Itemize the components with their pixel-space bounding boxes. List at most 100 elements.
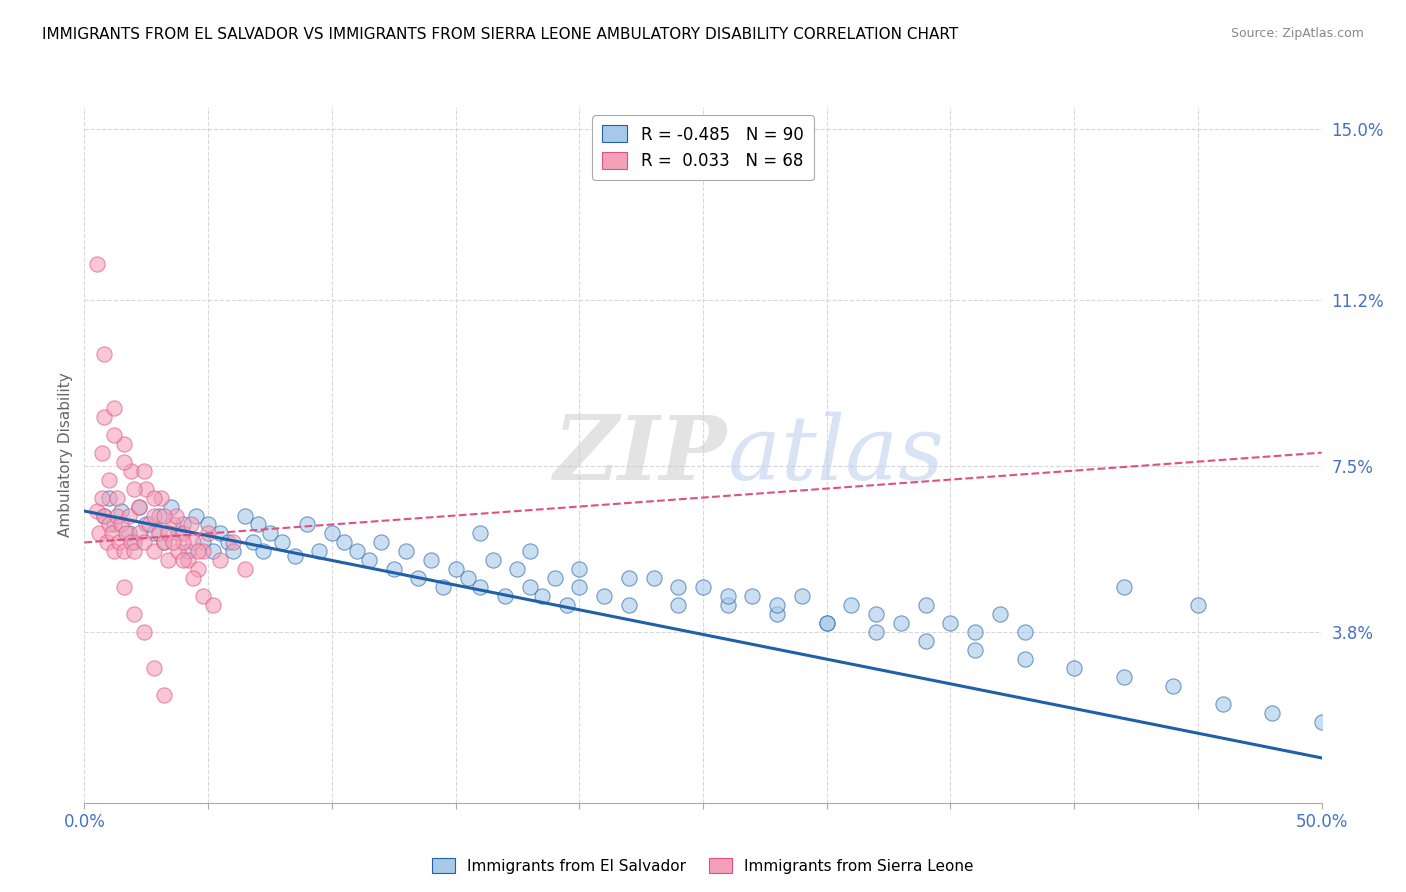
Point [432,580,454,594]
Point [93,508,115,523]
Point [90,491,112,505]
Point [191,535,214,549]
Point [128,500,150,514]
Point [308,544,330,558]
Point [103,517,125,532]
Point [142,491,165,505]
Point [181,571,204,585]
Point [217,535,239,549]
Point [321,526,343,541]
Point [419,553,441,567]
Point [177,544,200,558]
Point [370,535,392,549]
Point [1014,625,1036,640]
Point [100,526,122,541]
Point [222,535,245,549]
Point [1161,679,1184,693]
Point [172,526,194,541]
Point [246,517,269,532]
Point [209,526,232,541]
Point [1212,697,1234,711]
Point [148,508,170,523]
Text: atlas: atlas [728,411,943,499]
Y-axis label: Ambulatory Disability: Ambulatory Disability [58,373,73,537]
Point [191,590,214,604]
Point [86,257,108,271]
Point [110,517,132,532]
Point [122,607,145,622]
Point [197,517,219,532]
Point [519,580,541,594]
Point [494,590,516,604]
Point [157,553,180,567]
Point [506,562,529,576]
Point [470,526,492,541]
Point [543,571,565,585]
Point [105,491,128,505]
Point [988,607,1011,622]
Point [271,535,294,549]
Point [98,517,121,532]
Point [162,535,184,549]
Point [643,571,665,585]
Point [108,535,131,549]
Point [93,347,115,361]
Point [395,544,418,558]
Point [568,562,591,576]
Point [717,590,740,604]
Point [233,508,256,523]
Point [181,535,204,549]
Point [172,517,194,532]
Point [128,500,150,514]
Point [98,473,121,487]
Point [187,544,209,558]
Point [457,571,479,585]
Point [135,517,157,532]
Point [105,508,128,523]
Point [160,500,183,514]
Point [142,544,165,558]
Point [122,482,145,496]
Point [209,553,232,567]
Point [593,590,616,604]
Point [177,553,200,567]
Point [167,526,190,541]
Point [202,599,225,613]
Point [841,599,863,613]
Point [914,634,936,648]
Point [103,401,125,415]
Text: IMMIGRANTS FROM EL SALVADOR VS IMMIGRANTS FROM SIERRA LEONE AMBULATORY DISABILIT: IMMIGRANTS FROM EL SALVADOR VS IMMIGRANT… [42,27,959,42]
Point [222,544,245,558]
Point [128,526,150,541]
Point [408,571,430,585]
Point [112,544,135,558]
Point [162,517,184,532]
Point [741,590,763,604]
Point [470,580,492,594]
Point [93,508,115,523]
Point [295,517,318,532]
Text: Source: ZipAtlas.com: Source: ZipAtlas.com [1230,27,1364,40]
Point [152,688,174,702]
Point [617,599,640,613]
Point [815,616,838,631]
Point [1310,714,1333,729]
Point [90,445,112,459]
Point [172,535,194,549]
Legend: R = -0.485   N = 90, R =  0.033   N = 68: R = -0.485 N = 90, R = 0.033 N = 68 [592,115,814,180]
Point [118,526,141,541]
Point [346,544,368,558]
Point [118,508,141,523]
Point [617,571,640,585]
Point [184,508,207,523]
Point [1187,599,1209,613]
Point [112,580,135,594]
Point [1063,661,1085,675]
Point [555,599,578,613]
Point [138,517,160,532]
Point [157,526,180,541]
Point [259,526,281,541]
Point [152,508,174,523]
Point [197,526,219,541]
Point [766,607,789,622]
